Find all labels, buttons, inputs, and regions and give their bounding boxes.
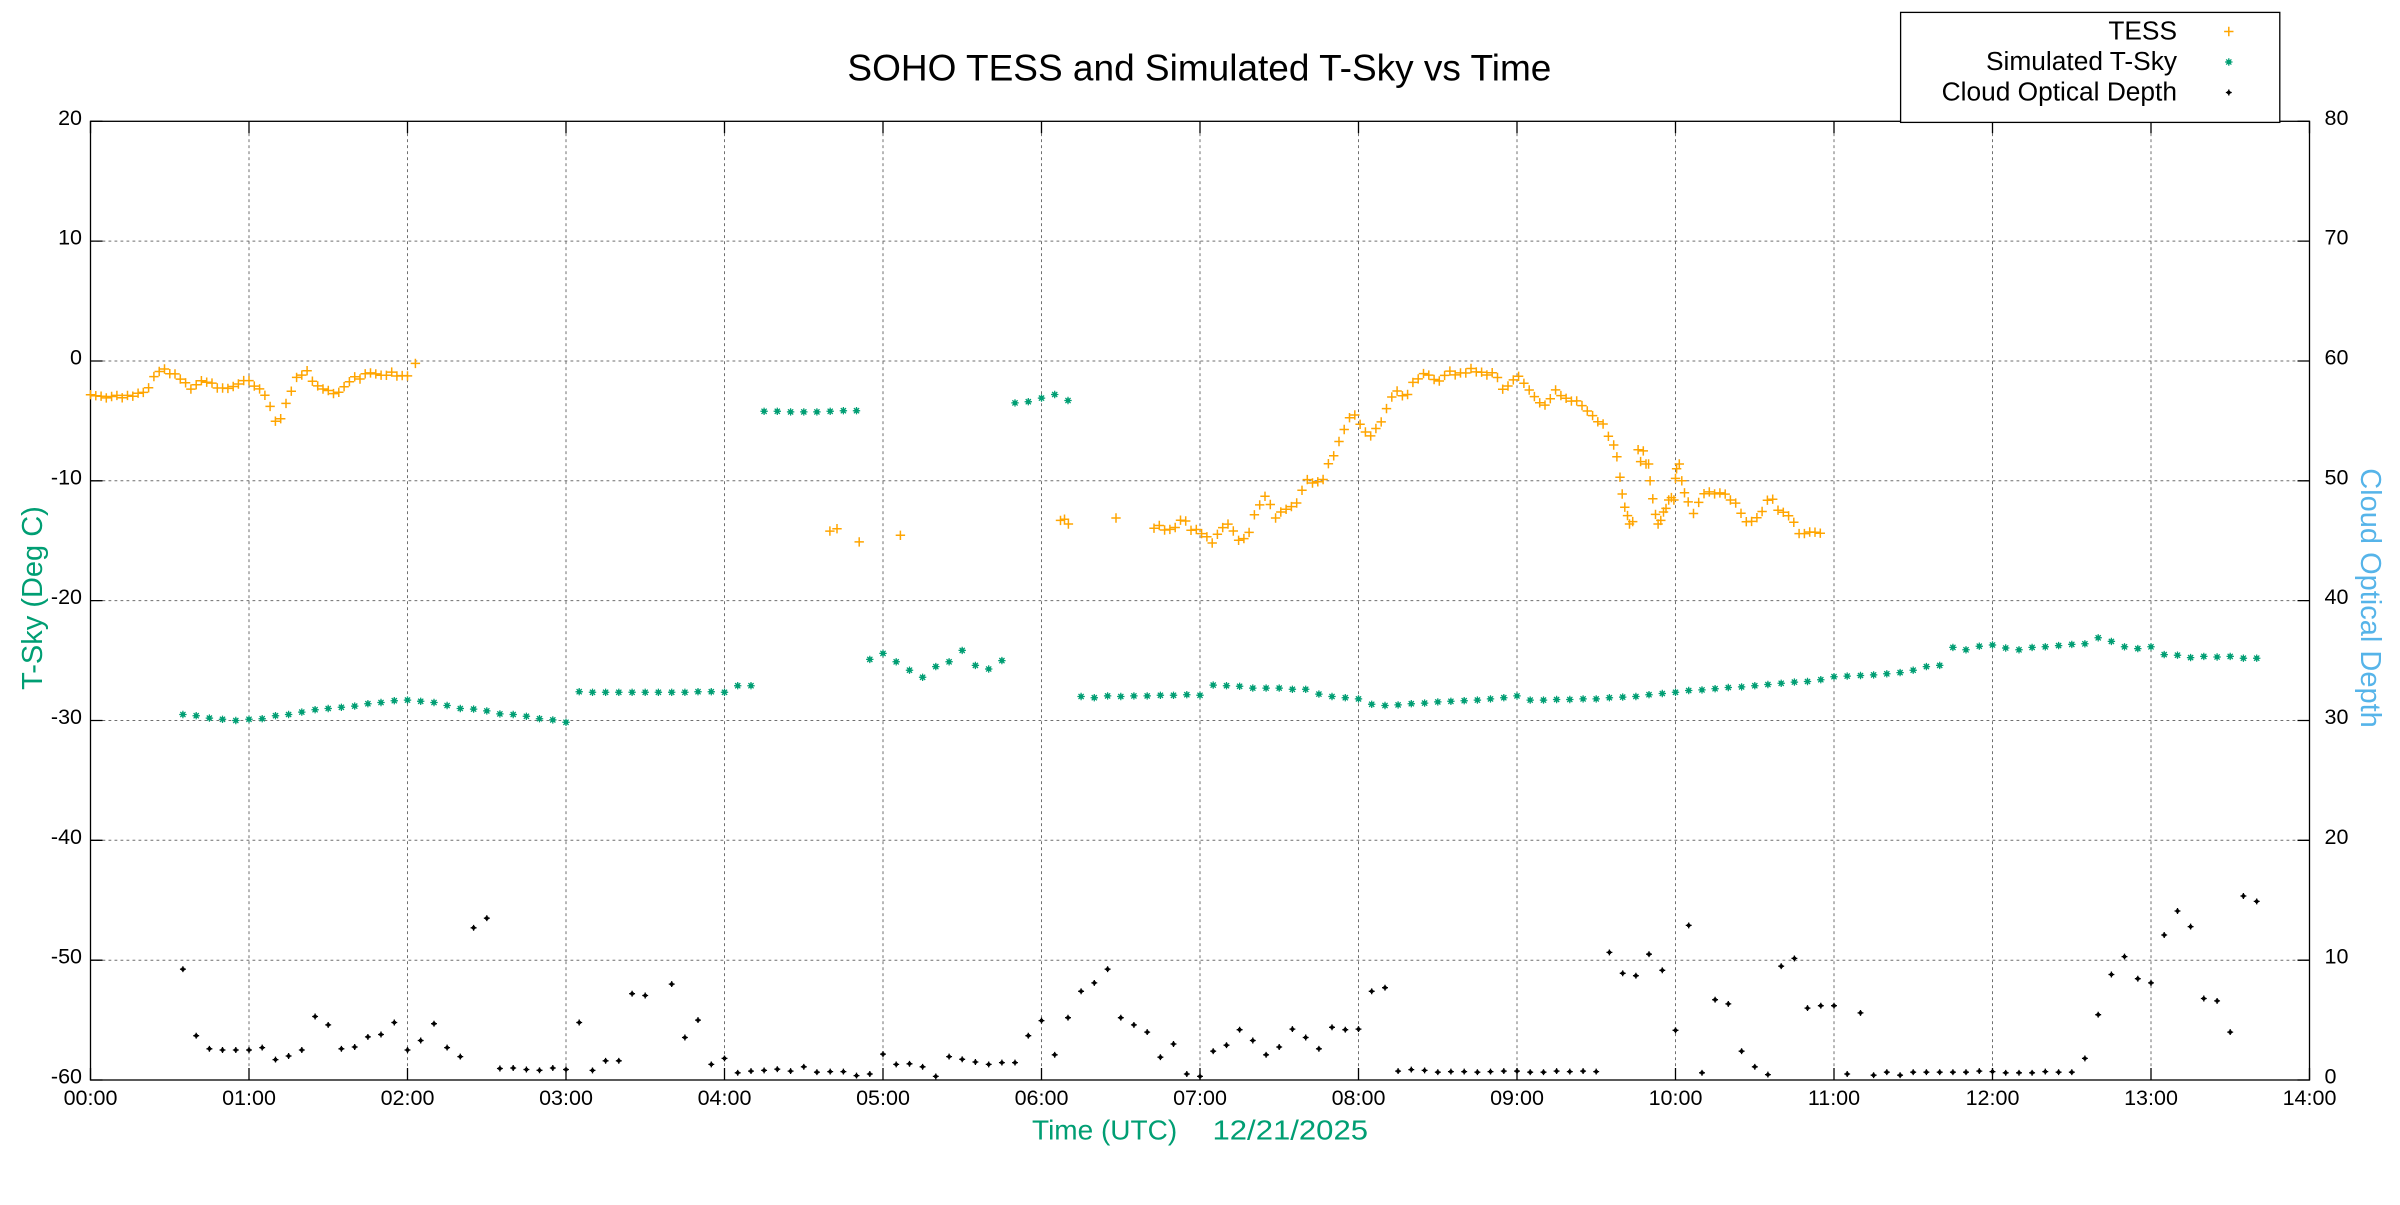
svg-text:-20: -20 <box>51 585 82 609</box>
svg-text:0: 0 <box>70 346 82 370</box>
svg-text:-10: -10 <box>51 465 82 489</box>
svg-text:SOHO TESS and Simulated T-Sky: SOHO TESS and Simulated T-Sky vs Time <box>847 48 1551 89</box>
svg-text:Cloud Optical Depth: Cloud Optical Depth <box>1942 77 2177 107</box>
svg-text:T-Sky (Deg C): T-Sky (Deg C) <box>17 506 49 690</box>
svg-text:30: 30 <box>2325 705 2349 729</box>
svg-text:10: 10 <box>2325 945 2349 969</box>
svg-text:Simulated T-Sky: Simulated T-Sky <box>1986 46 2178 76</box>
svg-text:0: 0 <box>2325 1065 2337 1089</box>
svg-text:40: 40 <box>2325 585 2349 609</box>
svg-text:12:00: 12:00 <box>1966 1086 2020 1110</box>
svg-text:60: 60 <box>2325 346 2349 370</box>
svg-text:05:00: 05:00 <box>856 1086 910 1110</box>
svg-text:13:00: 13:00 <box>2124 1086 2178 1110</box>
svg-text:01:00: 01:00 <box>222 1086 276 1110</box>
svg-text:20: 20 <box>2325 825 2349 849</box>
svg-text:03:00: 03:00 <box>539 1086 593 1110</box>
svg-text:-40: -40 <box>51 825 82 849</box>
svg-text:12/21/2025: 12/21/2025 <box>1213 1115 1369 1146</box>
svg-text:-30: -30 <box>51 705 82 729</box>
svg-text:09:00: 09:00 <box>1490 1086 1544 1110</box>
svg-text:70: 70 <box>2325 226 2349 250</box>
svg-text:-50: -50 <box>51 945 82 969</box>
svg-text:10:00: 10:00 <box>1649 1086 1703 1110</box>
svg-text:04:00: 04:00 <box>698 1086 752 1110</box>
svg-text:02:00: 02:00 <box>381 1086 435 1110</box>
svg-text:-60: -60 <box>51 1065 82 1089</box>
svg-text:00:00: 00:00 <box>64 1086 118 1110</box>
svg-text:06:00: 06:00 <box>1015 1086 1069 1110</box>
svg-text:TESS: TESS <box>2108 16 2177 46</box>
svg-text:Time (UTC): Time (UTC) <box>1032 1115 1177 1146</box>
svg-text:07:00: 07:00 <box>1173 1086 1227 1110</box>
svg-text:14:00: 14:00 <box>2283 1086 2337 1110</box>
svg-text:10: 10 <box>58 226 82 250</box>
svg-text:Cloud Optical Depth: Cloud Optical Depth <box>2354 468 2386 728</box>
svg-text:80: 80 <box>2325 106 2349 130</box>
svg-text:11:00: 11:00 <box>1808 1086 1860 1110</box>
svg-text:50: 50 <box>2325 465 2349 489</box>
svg-text:08:00: 08:00 <box>1332 1086 1386 1110</box>
svg-text:20: 20 <box>58 106 82 130</box>
